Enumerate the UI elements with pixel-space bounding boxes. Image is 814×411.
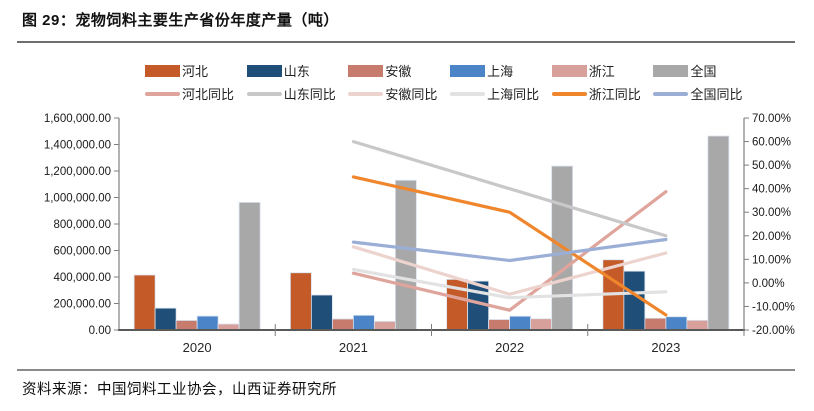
- bar-安徽-2020: [175, 320, 198, 331]
- bar-上海-2021: [352, 314, 375, 331]
- legend-item-line-5: 全国同比: [653, 84, 755, 103]
- legend-item-line-3: 上海同比: [450, 84, 552, 103]
- line-浙江同比: [351, 175, 668, 317]
- line-swatch-icon: [450, 91, 486, 96]
- bar-上海-2023: [665, 316, 688, 331]
- legend-item-line-1: 山东同比: [246, 84, 349, 103]
- bar-山东-2021: [310, 294, 333, 331]
- bar-河北-2021: [289, 272, 312, 331]
- legend-item-bar-0: 河北: [145, 61, 247, 80]
- legend-item-bar-4: 浙江: [551, 61, 654, 80]
- line-上海同比: [351, 267, 668, 300]
- source-note: 资料来源：中国饲料工业协会，山西证券研究所: [22, 382, 337, 398]
- bar-浙江-2021: [373, 320, 396, 331]
- right-axis-tick-label: 50.00%: [752, 160, 791, 172]
- legend-label: 浙江同比: [588, 87, 641, 102]
- bar-上海-2020: [196, 315, 219, 331]
- legend-label: 浙江: [588, 64, 615, 79]
- x-axis-category-label: 2021: [339, 340, 368, 355]
- legend-item-bar-5: 全国: [653, 61, 755, 80]
- bar-浙江-2023: [686, 319, 709, 331]
- left-axis-tick-label: 1,600,000.00: [44, 113, 111, 125]
- line-安徽同比: [351, 245, 668, 296]
- bar-swatch-icon: [450, 64, 486, 77]
- bar-swatch-icon: [653, 64, 689, 77]
- left-axis-tick-label: 1,400,000.00: [44, 140, 111, 152]
- line-山东同比: [351, 140, 668, 238]
- bar-浙江-2022: [530, 318, 553, 331]
- bar-swatch-icon: [348, 64, 384, 77]
- right-axis-tick-label: 60.00%: [752, 137, 791, 149]
- figure-title: 图 29：宠物饲料主要生产省份年度产量（吨）: [22, 12, 339, 29]
- bar-全国-2021: [394, 179, 417, 331]
- bar-河北-2020: [133, 274, 156, 331]
- legend-label: 全国同比: [690, 87, 743, 102]
- legend-item-line-0: 河北同比: [145, 84, 247, 103]
- legend-item-bar-2: 安徽: [348, 61, 450, 80]
- legend-row-bars: 河北 山东 安徽 上海 浙江 全国: [145, 61, 755, 80]
- title-divider: [17, 41, 795, 43]
- legend-label: 河北: [182, 64, 209, 79]
- legend-label: 安徽: [385, 64, 412, 79]
- line-河北同比: [351, 190, 668, 312]
- left-axis-tick-label: 0.00: [89, 325, 111, 337]
- legend-label: 山东同比: [283, 87, 336, 102]
- legend-item-bar-3: 上海: [450, 61, 552, 80]
- left-axis-tick-label: 800,000.00: [53, 219, 111, 231]
- legend-label: 河北同比: [182, 87, 235, 102]
- legend-label: 安徽同比: [385, 87, 438, 102]
- right-axis-tick-label: -20.00%: [752, 325, 795, 337]
- right-axis-tick-label: -10.00%: [752, 301, 795, 313]
- right-axis-tick-label: 0.00%: [752, 278, 785, 290]
- left-axis-tick-label: 200,000.00: [53, 299, 111, 311]
- line-swatch-icon: [348, 91, 384, 96]
- footer-divider: [17, 369, 795, 371]
- x-axis-category-label: 2023: [651, 340, 680, 355]
- bar-上海-2022: [509, 315, 532, 331]
- line-swatch-icon: [145, 91, 180, 96]
- legend-item-line-4: 浙江同比: [551, 84, 654, 103]
- legend-row-lines: 河北同比 山东同比 安徽同比 上海同比 浙江同比 全国同比: [145, 84, 755, 103]
- right-axis-tick-label: 70.00%: [752, 113, 791, 125]
- bar-安徽-2021: [331, 318, 354, 331]
- bar-swatch-icon: [145, 64, 180, 77]
- left-axis-tick-label: 400,000.00: [53, 272, 111, 284]
- line-swatch-icon: [551, 91, 587, 96]
- right-axis-tick-label: 30.00%: [752, 207, 791, 219]
- legend-item-bar-1: 山东: [246, 61, 349, 80]
- bar-swatch-icon: [551, 64, 587, 77]
- x-axis-category-label: 2022: [495, 340, 524, 355]
- legend-label: 山东: [283, 64, 310, 79]
- line-swatch-icon: [653, 91, 689, 96]
- legend-label: 上海: [487, 64, 514, 79]
- line-swatch-icon: [246, 91, 282, 96]
- legend-label: 上海同比: [487, 87, 540, 102]
- left-axis-tick-label: 1,000,000.00: [44, 193, 111, 205]
- left-axis-tick-label: 600,000.00: [53, 246, 111, 258]
- line-全国同比: [351, 237, 668, 263]
- bar-全国-2020: [238, 202, 261, 331]
- bar-全国-2023: [707, 135, 730, 331]
- right-axis-tick-label: 20.00%: [752, 231, 791, 243]
- bar-swatch-icon: [246, 64, 282, 77]
- right-axis-tick-label: 40.00%: [752, 184, 791, 196]
- legend-item-line-2: 安徽同比: [348, 84, 450, 103]
- right-axis-tick-label: 10.00%: [752, 254, 791, 266]
- legend-label: 全国: [690, 64, 717, 79]
- bar-安徽-2022: [488, 319, 511, 331]
- x-axis-category-label: 2020: [183, 340, 212, 355]
- bar-安徽-2023: [644, 317, 667, 331]
- bar-山东-2020: [154, 307, 177, 331]
- left-axis-tick-label: 1,200,000.00: [44, 166, 111, 178]
